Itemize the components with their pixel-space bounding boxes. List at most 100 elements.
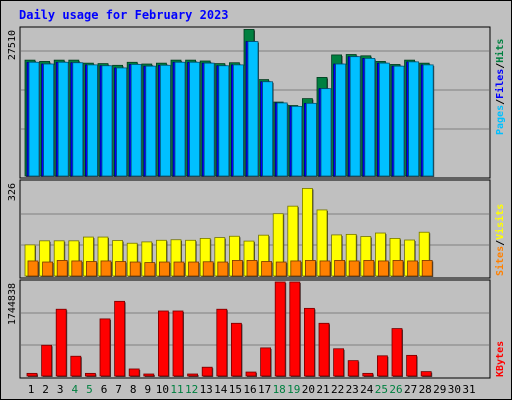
x-tick-label: 4 [71,383,78,396]
x-tick-label: 1 [28,383,35,396]
panel-box [19,279,491,379]
bar-kbytes-day-13 [201,366,213,377]
bar-kbytes-day-9 [143,373,155,377]
bar-sites-day-18 [275,261,287,277]
bar-sites-day-28 [421,260,433,277]
bar-sites-day-10 [158,261,170,277]
bar-sites-day-3 [56,260,68,277]
axis-title-part: / [495,99,506,105]
panel-max-label: 1744838 [7,283,18,325]
x-tick-label: 10 [156,383,169,396]
x-tick-label: 3 [57,383,64,396]
bar-pages-day-10 [159,64,171,177]
x-tick-label: 30 [448,383,461,396]
bar-kbytes-day-22 [333,348,345,377]
bar-sites-day-2 [42,261,53,277]
x-tick-label: 17 [258,383,271,396]
x-tick-label: 21 [316,383,329,396]
bar-sites-day-9 [144,262,156,277]
bar-pages-day-18 [276,102,288,177]
bar-sites-day-22 [334,260,346,277]
bar-pages-day-16 [247,41,259,177]
x-tick-label: 20 [302,383,315,396]
axis-title-pages-files-hits: Pages/Files/Hits [494,39,506,135]
bar-kbytes-day-20 [303,307,315,377]
panel-sites-visits: 326 [7,179,491,279]
bar-pages-day-1 [28,61,40,177]
bar-pages-day-6 [101,65,113,177]
axis-title-part: KBytes [495,341,506,377]
bar-pages-day-4 [72,62,84,177]
bar-kbytes-day-15 [230,322,242,377]
x-tick-label: 9 [144,383,151,396]
x-tick-label: 12 [185,383,198,396]
axis-title-part: / [495,240,506,246]
x-tick-label: 15 [229,383,242,396]
bar-pages-day-17 [262,81,274,177]
bar-sites-day-8 [129,261,141,277]
bar-sites-day-7 [115,261,126,277]
bar-sites-day-13 [202,261,214,277]
x-tick-label: 16 [243,383,256,396]
bar-sites-day-5 [86,261,97,277]
x-tick-label: 22 [331,383,344,396]
bar-pages-day-19 [291,105,303,177]
panel-pages-files-hits: 27510 [7,26,491,179]
bar-kbytes-day-17 [260,347,272,377]
x-tick-label: 6 [101,383,108,396]
bar-pages-day-14 [218,65,230,177]
bar-kbytes-day-2 [41,344,52,377]
panel-max-label: 27510 [7,30,18,60]
bar-sites-day-16 [246,260,258,277]
bar-sites-day-21 [319,260,331,277]
bar-kbytes-day-4 [70,355,82,377]
bar-kbytes-day-10 [157,310,169,377]
axis-title-part: Hits [494,39,506,63]
axis-title-part: Files [494,69,506,99]
x-tick-label: 5 [86,383,93,396]
x-tick-label: 7 [115,383,122,396]
bar-kbytes-day-19 [289,281,301,377]
bar-pages-day-27 [408,61,420,177]
bar-pages-day-15 [232,64,244,177]
bar-kbytes-day-21 [318,322,330,377]
bar-kbytes-day-14 [216,308,228,377]
x-tick-label: 23 [346,383,359,396]
axis-title-part: / [495,63,506,69]
bar-kbytes-day-16 [245,371,257,377]
axis-title-part: Pages [495,105,506,135]
x-tick-label: 14 [214,383,228,396]
bar-kbytes-day-1 [26,372,38,377]
bar-kbytes-day-6 [99,318,111,377]
x-tick-label: 24 [360,383,374,396]
bar-sites-day-27 [407,260,419,277]
x-tick-label: 28 [419,383,432,396]
bar-sites-day-4 [71,260,83,277]
bar-kbytes-day-18 [274,281,286,377]
bar-sites-day-15 [231,260,243,277]
bar-sites-day-26 [392,260,404,277]
x-tick-label: 8 [130,383,137,396]
x-tick-label: 19 [287,383,300,396]
bar-kbytes-day-12 [187,373,199,377]
bar-pages-day-5 [87,64,98,177]
bar-pages-day-7 [116,67,127,177]
x-tick-label: 27 [404,383,417,396]
bar-sites-day-20 [304,260,316,277]
bar-pages-day-3 [57,61,69,177]
bar-pages-day-2 [43,63,54,177]
bar-sites-day-6 [100,260,112,277]
bar-kbytes-day-7 [114,300,125,377]
bar-pages-day-25 [378,62,390,177]
x-tick-label: 26 [389,383,402,396]
bar-kbytes-day-25 [376,355,388,377]
bar-kbytes-day-5 [85,372,96,377]
bar-sites-day-1 [27,260,39,277]
bar-pages-day-21 [320,88,332,177]
x-tick-label: 25 [375,383,388,396]
axis-title-sites-visits: Sites/Visits [494,204,506,276]
panel-kbytes: 1744838 [7,279,491,379]
bar-sites-day-12 [188,261,200,277]
bar-pages-day-9 [145,65,157,177]
